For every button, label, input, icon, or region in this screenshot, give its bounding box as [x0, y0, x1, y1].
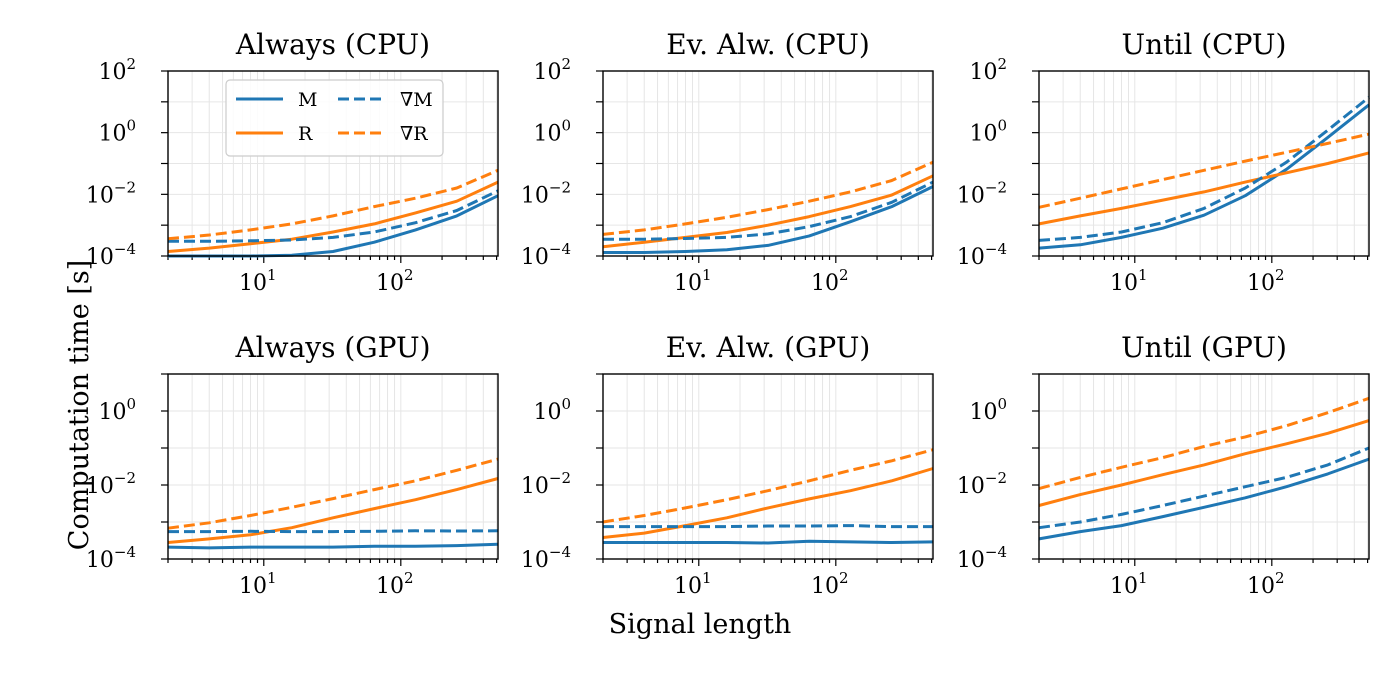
series-line	[167, 457, 499, 530]
x-tick-label: 101	[674, 569, 712, 599]
x-tick-label: 102	[376, 569, 414, 599]
axes-frame	[1038, 70, 1370, 257]
y-tick-label: 10−4	[521, 240, 571, 270]
y-axis-label: Computation time [s]	[64, 260, 95, 550]
y-tick-label: 10−2	[86, 178, 136, 208]
legend: MR ∇M ∇R	[225, 79, 444, 157]
legend-label: M	[298, 89, 317, 111]
panel-title: Ev. Alw. (GPU)	[666, 331, 871, 364]
axes-frame	[602, 373, 934, 560]
series-line	[603, 180, 934, 241]
series-line	[602, 467, 934, 539]
series-line	[167, 542, 499, 550]
y-tick-label: 10−2	[521, 178, 571, 208]
y-tick-label: 100	[969, 117, 1007, 147]
series-line	[1038, 103, 1370, 250]
y-tick-label: 102	[533, 55, 571, 85]
y-tick-label: 10−4	[957, 240, 1007, 270]
y-tick-label: 100	[969, 395, 1007, 425]
series-line	[1038, 151, 1370, 226]
x-tick-label: 102	[1247, 266, 1285, 296]
y-tick-label: 100	[98, 395, 136, 425]
series-line	[167, 477, 499, 544]
y-tick-label: 102	[98, 55, 136, 85]
x-axis-label: Signal length	[609, 609, 792, 640]
series-line	[1038, 457, 1370, 541]
series-line	[602, 174, 934, 249]
y-tick-label: 100	[533, 395, 571, 425]
series-line	[602, 448, 934, 524]
x-tick-label: 101	[1110, 569, 1148, 599]
y-tick-label: 10−2	[957, 178, 1007, 208]
chart-panel: Until (GPU) 101 102 10−4 10−2 100	[957, 331, 1370, 599]
x-tick-label: 101	[239, 266, 277, 296]
series-line	[1038, 132, 1370, 209]
chart-panel: Ev. Alw. (GPU) 101 102 10−4 10−2 100	[521, 331, 934, 599]
series-line	[1038, 446, 1370, 530]
series-line	[1038, 419, 1370, 507]
series-line	[168, 189, 499, 243]
x-tick-label: 102	[1247, 569, 1285, 599]
panel-title: Until (GPU)	[1121, 331, 1287, 364]
series-line	[168, 529, 499, 534]
axes-frame	[1038, 373, 1370, 560]
series-line	[603, 524, 933, 529]
x-tick-label: 102	[811, 569, 849, 599]
x-tick-label: 101	[239, 569, 277, 599]
chart-panel: Until (CPU) 101 102 10−4 10−2 100 102	[957, 28, 1370, 296]
legend-label: R	[298, 123, 313, 145]
x-tick-label: 101	[674, 266, 712, 296]
chart-panel: Ev. Alw. (CPU) 101 102 10−4 10−2 100 102	[521, 28, 934, 296]
panel-title: Ev. Alw. (CPU)	[666, 28, 870, 61]
series-line	[167, 168, 499, 241]
panel-title: Always (CPU)	[235, 28, 430, 61]
y-tick-label: 102	[969, 55, 1007, 85]
axes-frame	[167, 373, 499, 560]
series-line	[603, 185, 934, 254]
panel-title: Until (CPU)	[1122, 28, 1287, 61]
panels-group: Always (CPU) 101 102 10−4 10−2 100 102 MR ∇M ∇R Ev…	[86, 28, 1370, 599]
panel-title: Always (GPU)	[234, 331, 430, 364]
series-line	[1038, 396, 1370, 491]
x-tick-label: 102	[811, 266, 849, 296]
y-tick-label: 10−4	[521, 543, 571, 573]
y-tick-label: 100	[98, 117, 136, 147]
y-tick-label: 10−2	[521, 469, 571, 499]
series-line	[167, 180, 499, 253]
x-tick-label: 102	[376, 266, 414, 296]
series-line	[603, 539, 934, 545]
y-tick-label: 10−4	[957, 543, 1007, 573]
axes-frame	[602, 70, 934, 257]
legend-label: ∇R	[400, 123, 428, 145]
series-line	[1038, 96, 1370, 242]
x-tick-label: 101	[1110, 266, 1148, 296]
y-tick-label: 100	[533, 117, 571, 147]
legend-label: ∇M	[400, 89, 433, 111]
y-tick-label: 10−2	[957, 469, 1007, 499]
axes-frame	[167, 70, 499, 257]
series-line	[602, 160, 934, 236]
